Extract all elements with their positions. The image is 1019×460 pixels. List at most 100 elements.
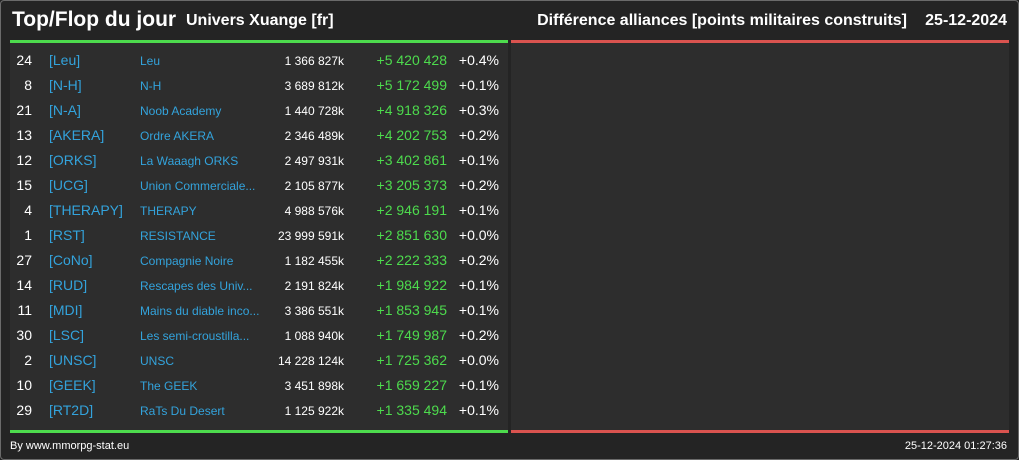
header: Top/Flop du jour Univers Xuange [fr] Dif… [0,0,1019,40]
table-row: 4 [THERAPY] THERAPY 4 988 576k +2 946 191 +0.… [10,198,508,223]
percent-change: +0.4% [458,52,499,68]
row-rank: 21 [16,102,32,118]
row-rank: 15 [16,177,32,193]
alliance-points: 14 228 124k [277,354,344,368]
alliance-tag-link[interactable]: [Leu] [49,52,81,68]
percent-change: +0.2% [458,127,499,143]
ranking-date: 25-12-2024 [925,12,1007,29]
row-rank: 13 [16,127,32,143]
row-rank: 2 [24,352,32,368]
points-difference: +1 984 922 [376,277,447,293]
alliance-tag-link[interactable]: [CoNo] [49,252,93,268]
alliance-tag-link[interactable]: [ORKS] [49,152,97,168]
points-difference: +2 222 333 [376,252,447,268]
alliance-tag-link[interactable]: [GEEK] [49,377,96,393]
alliance-name-link[interactable]: Les semi-croustilla... [140,329,250,343]
table-row: 12 [ORKS] La Waaagh ORKS 2 497 931k +3 402 8… [10,148,508,173]
points-difference: +1 335 494 [376,402,447,418]
percent-change: +0.1% [458,377,499,393]
alliance-points: 1 366 827k [284,54,344,68]
alliance-points: 1 440 728k [284,104,344,118]
points-difference: +3 205 373 [376,177,447,193]
percent-change: +0.2% [458,252,499,268]
table-row: 24 [Leu] Leu 1 366 827k +5 420 428 +0.4% [10,48,508,73]
row-rank: 29 [16,402,32,418]
alliance-name-link[interactable]: UNSC [140,354,175,368]
points-difference: +5 172 499 [376,77,447,93]
points-difference: +2 851 630 [376,227,447,243]
alliance-name-link[interactable]: N-H [140,79,162,93]
percent-change: +0.1% [458,77,499,93]
percent-change: +0.1% [458,402,499,418]
alliance-name-link[interactable]: The GEEK [140,379,198,393]
table-row: 13 [AKERA] Ordre AKERA 2 346 489k +4 202 753… [10,123,508,148]
alliance-name-link[interactable]: RESISTANCE [140,229,216,243]
alliance-points: 3 451 898k [284,379,344,393]
points-difference: +1 725 362 [376,352,447,368]
row-rank: 10 [16,377,32,393]
percent-change: +0.0% [458,352,499,368]
alliance-name-link[interactable]: Rescapes des Univ... [140,279,253,293]
alliance-points: 3 689 812k [284,79,344,93]
alliance-name-link[interactable]: Compagnie Noire [140,254,234,268]
alliance-points: 4 988 576k [284,204,344,218]
alliance-name-link[interactable]: Noob Academy [140,104,222,118]
percent-change: +0.1% [458,202,499,218]
alliance-points: 23 999 591k [277,229,344,243]
alliance-tag-link[interactable]: [N-A] [49,102,81,118]
alliance-name-link[interactable]: Leu [140,54,161,68]
points-difference: +4 918 326 [376,102,447,118]
alliance-name-link[interactable]: La Waaagh ORKS [140,154,239,168]
alliance-name-link[interactable]: THERAPY [140,204,197,218]
alliance-points: 1 182 455k [284,254,344,268]
row-rank: 30 [16,327,32,343]
alliance-tag-link[interactable]: [LSC] [49,327,85,343]
universe-label: Univers Xuange [fr] [186,12,334,29]
top-list: 24 [Leu] Leu 1 366 827k +5 420 428 +0.4% 8 [N-H… [10,48,508,423]
alliance-tag-link[interactable]: [RST] [49,227,85,243]
alliance-tag-link[interactable]: [N-H] [49,77,82,93]
alliance-name-link[interactable]: RaTs Du Desert [140,404,225,418]
table-row: 30 [LSC] Les semi-croustilla... 1 088 940k +… [10,323,508,348]
flop-panel [511,40,1009,433]
alliance-tag-link[interactable]: [UCG] [49,177,88,193]
points-difference: +2 946 191 [376,202,447,218]
points-difference: +1 749 987 [376,327,447,343]
ranking-subtitle: Différence alliances [points militaires … [537,12,907,29]
table-row: 11 [MDI] Mains du diable inco... 3 386 551k… [10,298,508,323]
row-rank: 24 [16,52,32,68]
alliance-points: 1 088 940k [284,329,344,343]
table-row: 15 [UCG] Union Commerciale... 2 105 877k +3 … [10,173,508,198]
alliance-points: 1 125 922k [284,404,344,418]
points-difference: +4 202 753 [376,127,447,143]
table-row: 29 [RT2D] RaTs Du Desert 1 125 922k +1 335 4… [10,398,508,423]
table-row: 14 [RUD] Rescapes des Univ... 2 191 824k +1 … [10,273,508,298]
alliance-tag-link[interactable]: [RT2D] [49,402,94,418]
row-rank: 11 [17,302,32,318]
percent-change: +0.1% [458,302,499,318]
alliance-tag-link[interactable]: [UNSC] [49,352,97,368]
top-panel-top-bar [10,40,508,43]
alliance-tag-link[interactable]: [THERAPY] [49,202,123,218]
row-rank: 8 [24,77,32,93]
top-panel-bottom-bar [10,430,508,433]
points-difference: +3 402 861 [376,152,447,168]
alliance-points: 2 346 489k [284,129,344,143]
points-difference: +1 659 227 [376,377,447,393]
percent-change: +0.3% [458,102,499,118]
alliance-tag-link[interactable]: [MDI] [49,302,83,318]
alliance-points: 2 191 824k [284,279,344,293]
alliance-tag-link[interactable]: [RUD] [49,277,88,293]
percent-change: +0.2% [458,177,499,193]
alliance-name-link[interactable]: Ordre AKERA [140,129,215,143]
alliance-tag-link[interactable]: [AKERA] [49,127,105,143]
flop-panel-bottom-bar [511,430,1009,433]
alliance-name-link[interactable]: Mains du diable inco... [140,304,260,318]
alliance-name-link[interactable]: Union Commerciale... [140,179,256,193]
percent-change: +0.2% [458,327,499,343]
alliance-points: 2 497 931k [284,154,344,168]
table-row: 8 [N-H] N-H 3 689 812k +5 172 499 +0.1% [10,73,508,98]
page-title: Top/Flop du jour [12,8,177,31]
percent-change: +0.0% [458,227,499,243]
flop-panel-top-bar [511,40,1009,43]
